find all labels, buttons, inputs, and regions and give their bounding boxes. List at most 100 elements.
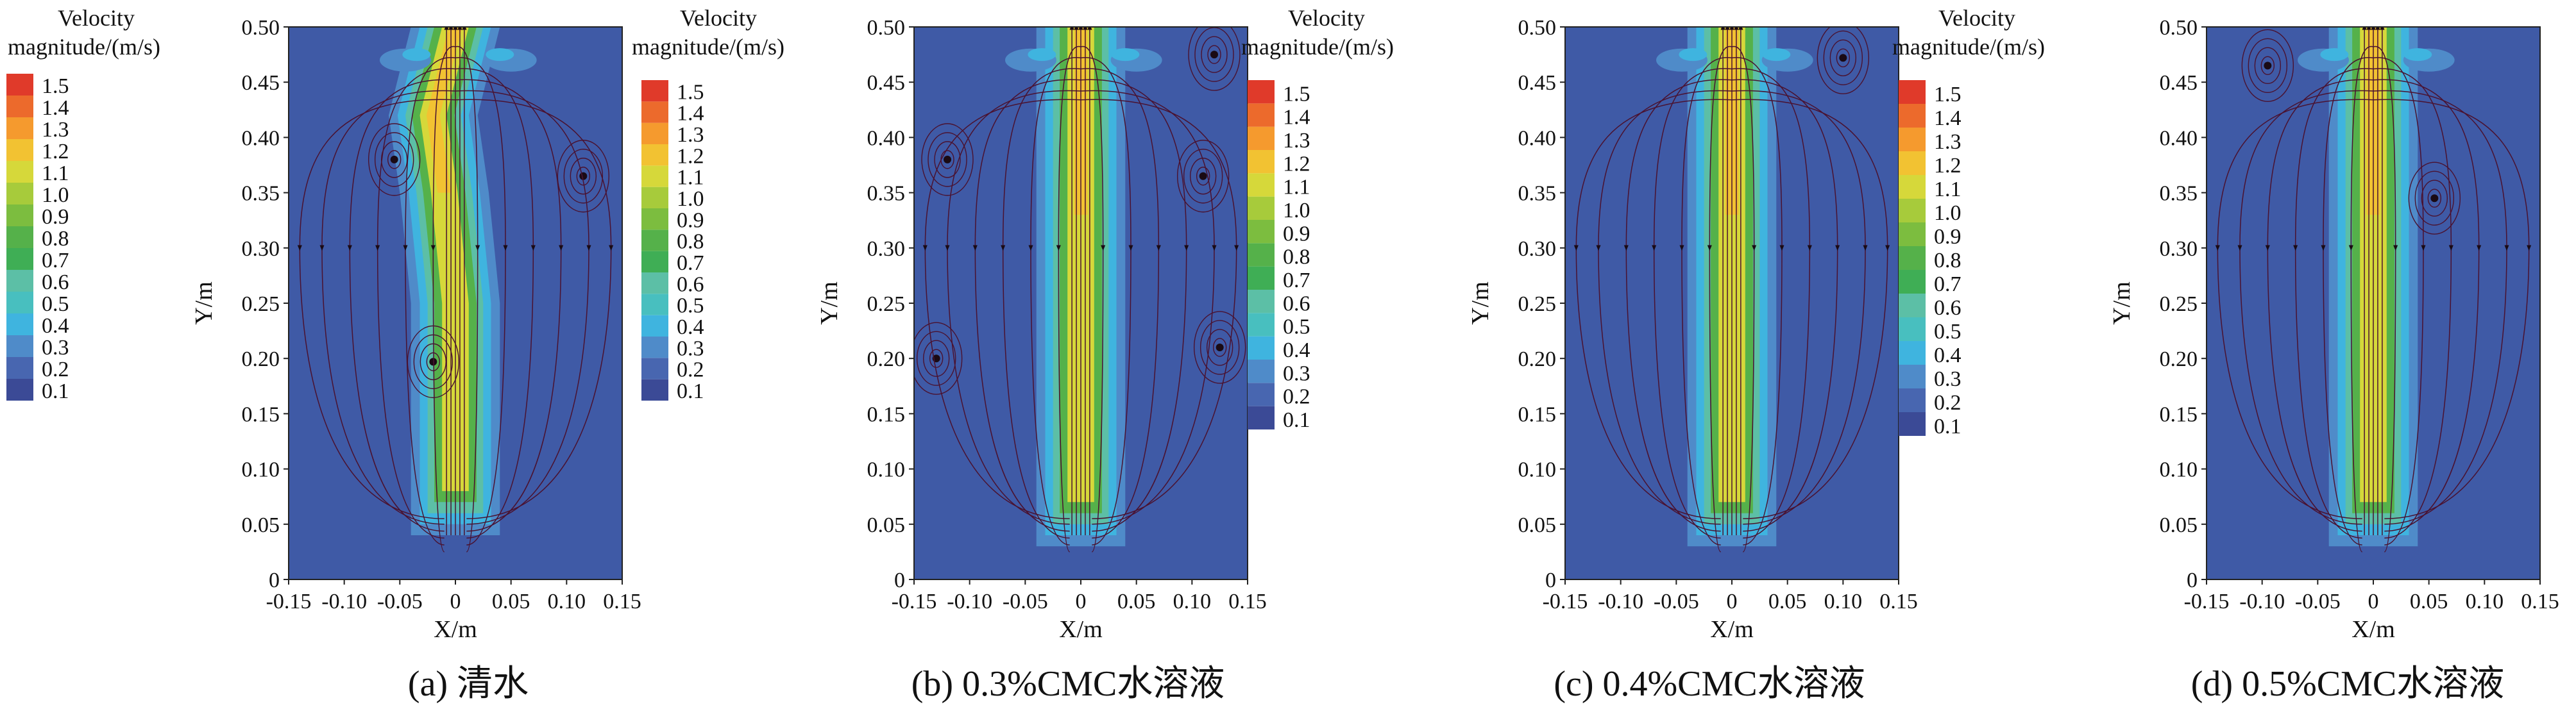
colorbar-swatch bbox=[1248, 360, 1275, 383]
vortex bbox=[921, 123, 974, 196]
colorbar-swatch bbox=[1248, 103, 1275, 127]
colorbar-label: 0.6 bbox=[1934, 296, 1962, 320]
panel-b: -0.15 -0.10 -0.05 0 0.05 0.10 0.15 0 0.05 0.10 0.1… bbox=[816, 16, 1267, 704]
velocity-patch bbox=[402, 48, 431, 62]
vortex-ring bbox=[1201, 36, 1228, 73]
vortex-ring bbox=[1183, 149, 1223, 204]
colorbar-b: Velocity magnitude/(m/s) 0.10.20.30.40.5… bbox=[632, 5, 784, 403]
colorbar-swatch bbox=[641, 315, 668, 337]
streamline bbox=[972, 79, 1081, 532]
colorbar-label: 0.3 bbox=[1934, 367, 1962, 391]
y-tick-label: 0 bbox=[2187, 569, 2198, 592]
y-axis-label: Y/m bbox=[816, 281, 843, 325]
colorbar-label: 1.5 bbox=[677, 80, 704, 104]
streamline bbox=[347, 79, 456, 532]
y-tick-label: 0.35 bbox=[1518, 182, 1557, 206]
colorbar-label: 1.0 bbox=[1283, 199, 1310, 222]
streamline bbox=[2373, 99, 2532, 519]
vortex-ring bbox=[2260, 56, 2275, 76]
colorbar-swatch bbox=[6, 248, 33, 270]
streamline bbox=[2373, 46, 2398, 553]
x-tick-label: 0.05 bbox=[492, 590, 530, 613]
x-tick-label: -0.05 bbox=[2295, 590, 2341, 613]
vortex-center bbox=[2264, 62, 2272, 70]
colorbar-swatch bbox=[641, 251, 668, 272]
vortex-ring bbox=[1817, 27, 1870, 94]
colorbar-swatch bbox=[641, 187, 668, 208]
colorbar-swatch bbox=[1899, 199, 1926, 222]
velocity-patch bbox=[486, 48, 514, 62]
colorbar-swatch bbox=[1899, 341, 1926, 365]
vortex-ring bbox=[1829, 39, 1857, 76]
colorbar-label: 1.4 bbox=[677, 102, 704, 126]
streamline bbox=[1080, 46, 1106, 553]
colorbar-swatch bbox=[1899, 246, 1926, 270]
y-tick-label: 0.40 bbox=[867, 126, 906, 150]
vortex-ring bbox=[929, 349, 944, 368]
colorbar-swatch bbox=[641, 294, 668, 315]
vortex-center bbox=[390, 155, 398, 163]
panel-d-caption: (d) 0.5%CMC水溶液 bbox=[2191, 664, 2504, 704]
vortex-ring bbox=[1196, 167, 1210, 186]
colorbar-swatch bbox=[1248, 313, 1275, 337]
plot-area bbox=[914, 27, 1248, 579]
x-tick-label: 0.15 bbox=[2521, 590, 2559, 613]
vortex-ring bbox=[1206, 329, 1233, 366]
vortex-center bbox=[2430, 194, 2439, 203]
panel-c-caption: (c) 0.4%CMC水溶液 bbox=[1554, 664, 1865, 704]
vortex bbox=[2408, 162, 2461, 235]
colorbar-swatch bbox=[1899, 104, 1926, 128]
colorbar-label: 1.0 bbox=[1934, 201, 1962, 225]
vortex-ring bbox=[368, 123, 421, 196]
streamline bbox=[945, 90, 1081, 525]
colorbar-a: Velocity magnitude/(m/s) 0.10.20.30.40.5… bbox=[6, 5, 160, 403]
colorbar-b-title-2: magnitude/(m/s) bbox=[632, 34, 784, 60]
colorbar-label: 1.2 bbox=[1283, 152, 1310, 176]
y-tick-label: 0.15 bbox=[242, 403, 280, 426]
panel-d: -0.15 -0.10 -0.05 0 0.05 0.10 0.15 0 0.05 0.10 0.1… bbox=[2108, 16, 2559, 704]
y-tick-label: 0.10 bbox=[867, 458, 906, 482]
colorbar-swatch bbox=[641, 80, 668, 102]
vortex-center bbox=[944, 155, 951, 163]
streamlines bbox=[1573, 27, 1890, 553]
x-axis-label: X/m bbox=[2351, 616, 2395, 643]
colorbar-swatch bbox=[6, 226, 33, 248]
vortex-ring bbox=[570, 158, 597, 195]
colorbar-a-title-1: Velocity bbox=[58, 5, 135, 31]
x-tick-label: 0.15 bbox=[1228, 590, 1267, 613]
velocity-patch bbox=[1111, 48, 1140, 62]
colorbar-swatch bbox=[1248, 150, 1275, 174]
colorbar-label: 1.3 bbox=[1283, 129, 1310, 153]
streamlines bbox=[922, 27, 1239, 553]
panel-a: -0.15 -0.10 -0.05 0 0.05 0.10 0.15 0 0.05 0.10 0.1… bbox=[191, 16, 641, 704]
vortex-ring bbox=[916, 331, 956, 386]
streamline bbox=[1056, 46, 1081, 553]
vortex-ring bbox=[2248, 38, 2288, 94]
y-tick-label: 0.20 bbox=[1518, 347, 1557, 371]
streamline bbox=[1731, 79, 1840, 532]
y-tick-label: 0.05 bbox=[2160, 513, 2198, 537]
vortex-ring bbox=[922, 340, 950, 377]
velocity-patch bbox=[2320, 48, 2349, 62]
vortex-ring bbox=[1207, 45, 1221, 64]
vortex-ring bbox=[1189, 158, 1217, 195]
colorbar-swatch bbox=[6, 270, 33, 292]
streamline bbox=[2265, 79, 2374, 532]
colorbar-swatch bbox=[6, 357, 33, 379]
velocity-patch bbox=[1762, 48, 1791, 62]
colorbar-swatch bbox=[1899, 317, 1926, 341]
colorbar-label: 0.5 bbox=[677, 294, 704, 318]
vortex-center bbox=[1216, 343, 1224, 351]
colorbar-label: 1.2 bbox=[1934, 154, 1962, 178]
y-tick-label: 0.20 bbox=[867, 347, 906, 371]
x-tick-label: 0.05 bbox=[1117, 590, 1156, 613]
colorbar-label: 0.8 bbox=[1283, 246, 1310, 269]
vortex-ring bbox=[387, 150, 402, 169]
vortex-center bbox=[429, 358, 437, 366]
colorbar-c: Velocity magnitude/(m/s) 0.10.20.30.40.5… bbox=[1241, 5, 1394, 432]
y-tick-label: 0.10 bbox=[2160, 458, 2198, 482]
plot-area bbox=[2207, 27, 2540, 579]
colorbar-label: 0.7 bbox=[1283, 269, 1310, 292]
y-axis-label: Y/m bbox=[1467, 281, 1494, 325]
